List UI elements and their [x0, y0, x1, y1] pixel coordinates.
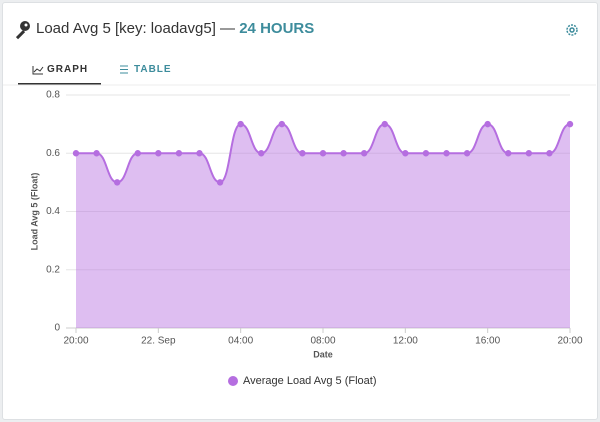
point: [175, 150, 183, 157]
x-tick-label: 22. Sep: [141, 336, 176, 347]
x-tick-label: 12:00: [393, 336, 418, 347]
point: [278, 120, 286, 128]
y-tick-label: 0.4: [46, 206, 60, 217]
point: [113, 179, 121, 186]
y-axis-title: Load Avg 5 (Float): [29, 173, 39, 251]
graph-tab-icon: [32, 66, 44, 75]
point: [319, 150, 327, 157]
point: [216, 179, 224, 186]
x-tick-label: 04:00: [228, 336, 253, 347]
point: [463, 150, 471, 157]
widget-title: Load Avg 5 [key: loadavg5]: [36, 20, 216, 37]
widget-header: Load Avg 5 [key: loadavg5] — 24 HOURS: [36, 20, 314, 37]
x-axis-title: Date: [313, 349, 333, 359]
area: [76, 124, 570, 328]
point: [360, 150, 368, 157]
x-tick-label: 08:00: [310, 336, 335, 347]
point: [402, 150, 409, 157]
point: [196, 150, 203, 157]
point: [484, 120, 491, 128]
point: [237, 120, 244, 128]
point: [93, 150, 100, 157]
point: [525, 150, 533, 157]
legend-label: Average Load Avg 5 (Float): [243, 375, 377, 387]
point: [443, 150, 450, 157]
table-tab-icon: [120, 65, 128, 74]
point: [134, 150, 141, 157]
x-tick-label: 16:00: [475, 336, 500, 347]
x-tick-label: 20:00: [557, 336, 582, 347]
settings-icon[interactable]: [566, 24, 578, 36]
legend-marker: [228, 376, 238, 386]
x-tick-label: 20:00: [63, 336, 88, 347]
point: [381, 120, 388, 128]
point: [155, 150, 162, 157]
y-tick-label: 0: [54, 323, 60, 334]
y-tick-label: 0.8: [46, 90, 60, 101]
y-tick-label: 0.2: [46, 264, 60, 275]
point: [546, 150, 553, 157]
point: [422, 150, 430, 157]
point: [505, 150, 512, 157]
graph-tab[interactable]: GRAPH: [47, 64, 89, 75]
key-icon: [15, 21, 30, 40]
point: [566, 120, 574, 128]
point: [258, 150, 265, 157]
time-range: 24 HOURS: [239, 20, 315, 37]
y-tick-label: 0.6: [46, 148, 60, 159]
header-separator: —: [220, 20, 236, 37]
legend-item[interactable]: Average Load Avg 5 (Float): [228, 375, 377, 387]
point: [340, 150, 347, 157]
point: [299, 150, 306, 157]
table-tab[interactable]: TABLE: [134, 64, 172, 75]
point: [72, 150, 80, 157]
